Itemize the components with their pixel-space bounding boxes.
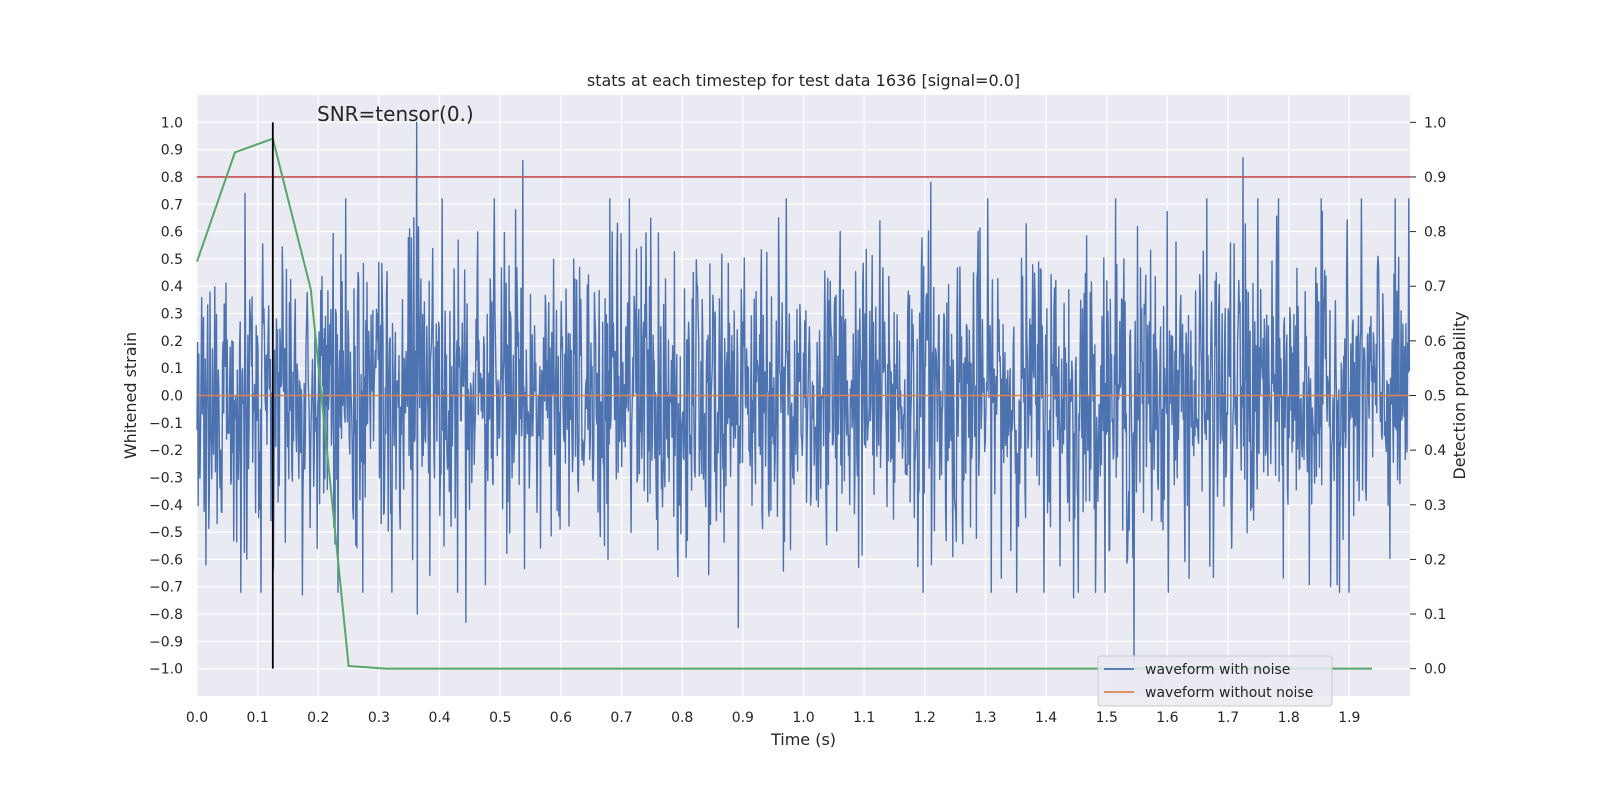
- y-left-tick-label: 0.0: [161, 389, 183, 405]
- y-left-tick-label: −0.1: [149, 416, 183, 432]
- y-right-tick-label: 0.6: [1424, 334, 1446, 350]
- x-tick-label: 0.6: [550, 710, 572, 726]
- y-right-tick-label: 0.1: [1424, 607, 1446, 623]
- y-left-tick-label: −0.7: [149, 580, 183, 596]
- x-tick-label: 1.3: [974, 710, 996, 726]
- y-axis-right-label: Detection probability: [1450, 311, 1469, 479]
- y-left-tick-label: 0.5: [161, 252, 183, 268]
- y-axis-right-ticks: 0.0 0.1 0.2 0.3 0.4 0.5 0.6 0.7 0.8 0.9 1.0: [1410, 115, 1446, 678]
- y-left-tick-label: −0.2: [149, 443, 183, 459]
- y-right-tick-label: 1.0: [1424, 115, 1446, 131]
- x-axis-ticks: 0.0 0.1 0.2 0.3 0.4 0.5 0.6 0.7 0.8 0.9 1.0 1.1 1.2 1…: [186, 710, 1361, 726]
- x-tick-label: 1.9: [1338, 710, 1360, 726]
- x-tick-label: 1.5: [1096, 710, 1118, 726]
- y-left-tick-label: 0.2: [161, 334, 183, 350]
- y-left-tick-label: −0.3: [149, 470, 183, 486]
- x-tick-label: 1.0: [792, 710, 814, 726]
- y-left-tick-label: 0.9: [161, 143, 183, 159]
- legend: waveform with noise waveform without nois…: [1097, 655, 1333, 707]
- snr-annotation: SNR=tensor(0.): [317, 102, 474, 126]
- y-left-tick-label: 0.3: [161, 307, 183, 323]
- y-left-tick-label: 1.0: [161, 115, 183, 131]
- x-tick-label: 1.1: [853, 710, 875, 726]
- y-left-tick-label: 0.4: [161, 279, 183, 295]
- y-right-tick-label: 0.5: [1424, 389, 1446, 405]
- y-left-tick-label: 0.7: [161, 197, 183, 213]
- x-tick-label: 0.2: [307, 710, 329, 726]
- x-axis-label: Time (s): [770, 730, 836, 749]
- y-right-tick-label: 0.8: [1424, 225, 1446, 241]
- x-tick-label: 0.4: [428, 710, 450, 726]
- x-tick-label: 0.7: [610, 710, 632, 726]
- y-axis-left-label: Whitened strain: [121, 332, 140, 459]
- y-left-tick-label: −0.9: [149, 634, 183, 650]
- y-right-tick-label: 0.3: [1424, 498, 1446, 514]
- y-left-tick-label: 0.1: [161, 361, 183, 377]
- y-right-tick-label: 0.9: [1424, 170, 1446, 186]
- x-tick-label: 0.3: [368, 710, 390, 726]
- x-tick-label: 0.0: [186, 710, 208, 726]
- y-left-tick-label: 0.8: [161, 170, 183, 186]
- y-right-tick-label: 0.0: [1424, 662, 1446, 678]
- x-tick-label: 1.7: [1217, 710, 1239, 726]
- y-left-tick-label: −0.5: [149, 525, 183, 541]
- y-left-tick-label: −0.4: [149, 498, 183, 514]
- x-tick-label: 1.4: [1035, 710, 1057, 726]
- y-right-tick-label: 0.2: [1424, 552, 1446, 568]
- y-axis-left-ticks: −1.0 −0.9 −0.8 −0.7 −0.6 −0.5 −0.4 −0.3 −0.2 −0.1…: [149, 115, 183, 677]
- y-left-tick-label: −1.0: [149, 662, 183, 678]
- legend-box: [1097, 655, 1333, 707]
- series-waveform-with-noise: [196, 121, 1411, 664]
- x-tick-label: 0.9: [732, 710, 754, 726]
- y-left-tick-label: 0.6: [161, 225, 183, 241]
- x-tick-label: 0.5: [489, 710, 511, 726]
- legend-label: waveform without noise: [1145, 685, 1313, 701]
- x-tick-label: 0.8: [671, 710, 693, 726]
- x-tick-label: 1.6: [1156, 710, 1178, 726]
- legend-label: waveform with noise: [1145, 662, 1290, 678]
- y-left-tick-label: −0.8: [149, 607, 183, 623]
- chart-title: stats at each timestep for test data 163…: [587, 71, 1020, 90]
- y-left-tick-label: −0.6: [149, 552, 183, 568]
- x-tick-label: 0.1: [247, 710, 269, 726]
- y-right-tick-label: 0.7: [1424, 279, 1446, 295]
- x-tick-label: 1.2: [914, 710, 936, 726]
- y-right-tick-label: 0.4: [1424, 443, 1446, 459]
- x-tick-label: 1.8: [1278, 710, 1300, 726]
